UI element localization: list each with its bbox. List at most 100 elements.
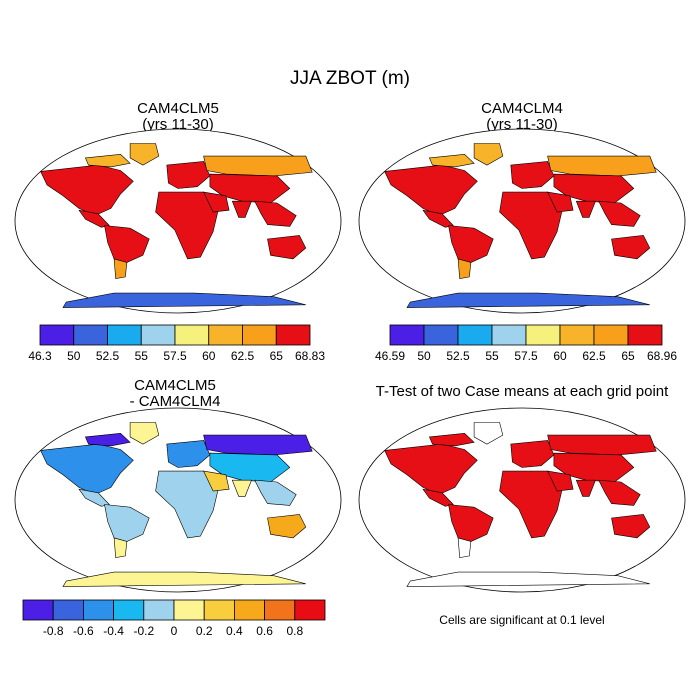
colorbar-swatch <box>73 324 108 346</box>
region-south-america <box>448 225 494 263</box>
colorbar-swatch <box>143 599 175 621</box>
colorbar-tick-label: 0 <box>171 624 178 638</box>
region-europe <box>510 161 555 189</box>
colorbar-swatch <box>294 599 326 621</box>
map-panel-2 <box>358 128 686 314</box>
colorbar-swatch <box>389 324 425 346</box>
colorbar-tick-label: 55 <box>485 349 499 363</box>
colorbar-tick-label: 52.5 <box>446 349 470 363</box>
colorbar-swatch <box>140 324 176 346</box>
colorbar-swatch <box>627 324 663 346</box>
region-greenland <box>473 422 504 445</box>
colorbar-tick-label: 55 <box>135 349 149 363</box>
region-india <box>575 479 596 497</box>
colorbar-tick-label: -0.4 <box>103 624 124 638</box>
region-patagonia <box>113 537 128 559</box>
map-panel-4 <box>358 407 686 593</box>
colorbar-panel-1: 46.3 50 52.5 55 57.5 60 62.5 65 68.83 <box>28 324 325 363</box>
region-arabia <box>203 470 230 492</box>
region-arabia <box>203 191 230 213</box>
colorbar-tick-label: 46.59 <box>375 349 405 363</box>
region-antarctica <box>406 292 650 308</box>
colorbar-tick-label: 60 <box>553 349 567 363</box>
region-southeast-asia <box>598 479 641 506</box>
colorbar-swatch <box>208 324 243 346</box>
colorbar-tick-label: 68.96 <box>647 349 677 363</box>
figure-title: JJA ZBOT (m) <box>290 68 410 89</box>
colorbar-swatch <box>52 599 84 621</box>
colorbar-swatch <box>457 324 493 346</box>
region-canadian-arctic <box>84 153 131 168</box>
region-india <box>231 479 252 497</box>
map-panels <box>14 128 686 593</box>
colorbar-swatch <box>22 599 54 621</box>
colorbar-tick-label: 62.5 <box>231 349 255 363</box>
colorbar-swatch <box>525 324 561 346</box>
colorbar-swatch <box>107 324 142 346</box>
map-panel-3 <box>14 407 342 593</box>
colorbar-swatch <box>593 324 629 346</box>
panel-2-title: CAM4CLM4 <box>481 100 563 117</box>
panel-4-footnote: Cells are significant at 0.1 level <box>439 613 604 627</box>
region-australia <box>267 514 307 539</box>
colorbar-tick-label: 50 <box>67 349 81 363</box>
panel-4-title: T-Test of two Case means at each grid po… <box>376 383 669 400</box>
colorbar-tick-label: 46.3 <box>28 349 52 363</box>
colorbar-tick-label: 0.4 <box>226 624 243 638</box>
colorbar-tick-label: 60 <box>202 349 216 363</box>
region-north-america <box>40 164 134 216</box>
colorbar-swatch <box>113 599 145 621</box>
region-south-america <box>104 504 150 542</box>
region-greenland <box>129 422 160 445</box>
region-canadian-arctic <box>428 153 475 168</box>
colorbar-tick-label: -0.2 <box>133 624 154 638</box>
colorbar-swatch <box>174 324 210 346</box>
colorbar-tick-label: -0.6 <box>73 624 94 638</box>
region-india <box>575 200 596 218</box>
region-southeast-asia <box>598 200 641 227</box>
region-arabia <box>547 191 574 213</box>
region-canadian-arctic <box>428 432 475 447</box>
region-siberia <box>547 155 657 177</box>
panel-2-subtitle: (yrs 11-30) <box>486 116 557 133</box>
colorbar-tick-label: 50 <box>417 349 431 363</box>
colorbar-swatch <box>264 599 296 621</box>
colorbar-swatch <box>39 324 75 346</box>
region-siberia <box>547 434 657 456</box>
region-south-america <box>104 225 150 263</box>
region-antarctica <box>62 571 306 587</box>
panel-1-title: CAM4CLM5 <box>137 100 219 117</box>
region-greenland <box>129 143 160 166</box>
region-europe <box>510 440 555 468</box>
colorbar-swatch <box>242 324 277 346</box>
colorbar-tick-label: 57.5 <box>514 349 538 363</box>
colorbar-swatch <box>491 324 527 346</box>
region-greenland <box>473 143 504 166</box>
region-europe <box>166 161 211 189</box>
region-south-america <box>448 504 494 542</box>
colorbar-swatch <box>423 324 459 346</box>
colorbar-tick-label: 52.5 <box>96 349 120 363</box>
colorbar-swatch <box>203 599 235 621</box>
region-europe <box>166 440 211 468</box>
colorbar-swatch <box>173 599 205 621</box>
region-patagonia <box>113 258 128 280</box>
region-antarctica <box>62 292 306 308</box>
region-north-america <box>40 443 134 495</box>
region-australia <box>267 235 307 260</box>
colorbar-tick-label: 65 <box>270 349 284 363</box>
panel-1-subtitle: (yrs 11-30) <box>142 116 213 133</box>
colorbar-swatch <box>275 324 311 346</box>
colorbar-tick-label: 57.5 <box>163 349 187 363</box>
colorbar-tick-label: 0.2 <box>196 624 213 638</box>
region-siberia <box>203 155 313 177</box>
colorbar-panel-2: 46.59 50 52.5 55 57.5 60 62.5 65 68.96 <box>375 324 677 363</box>
region-australia <box>611 514 651 539</box>
panel-3-title: CAM4CLM5 <box>134 377 216 394</box>
region-north-america <box>384 443 478 495</box>
region-north-america <box>384 164 478 216</box>
region-india <box>231 200 252 218</box>
colorbar-tick-label: 68.83 <box>295 349 325 363</box>
region-patagonia <box>457 537 472 559</box>
